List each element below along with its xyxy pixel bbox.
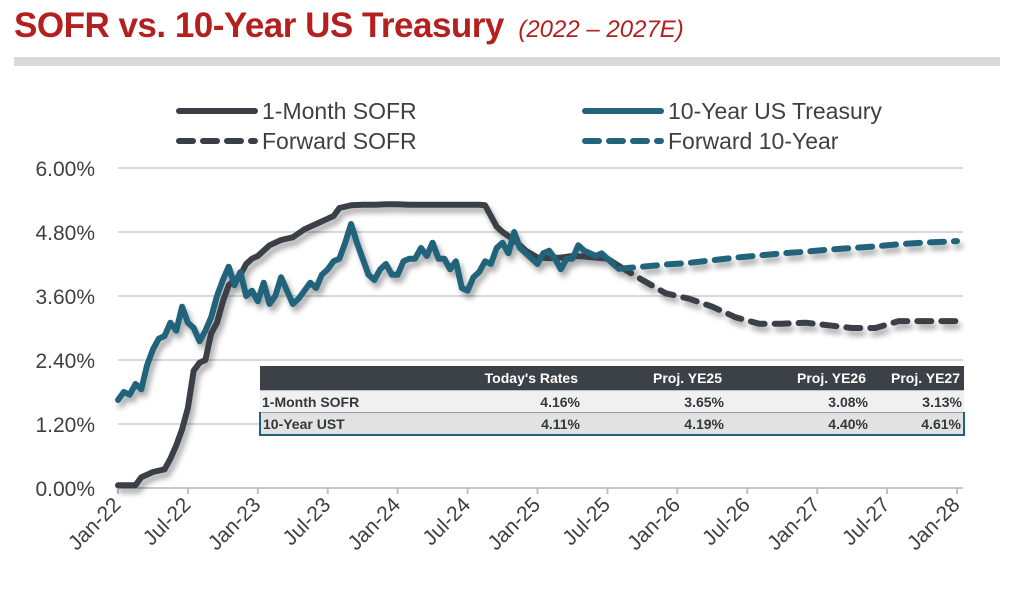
y-tick-label: 3.60%: [35, 286, 95, 309]
y-tick-label: 2.40%: [35, 350, 95, 373]
x-axis: Jan-22 Jul-22 Jan-23 Jul-23 Jan-24 Jul-24 Jan-…: [64, 487, 965, 555]
y-tick-label: 4.80%: [35, 222, 95, 245]
row-label: 10-Year UST: [259, 412, 444, 436]
series-group: [115, 201, 960, 489]
cell-value: 3.65%: [582, 390, 726, 413]
table-row: 10-Year UST 4.11% 4.19% 4.40% 4.61%: [259, 412, 965, 436]
x-tick-label: Jan-22: [64, 493, 126, 555]
series-line-1-month-sofr: [115, 201, 623, 489]
legend: 1-Month SOFR Forward SOFR 10-Year US Tre…: [176, 98, 882, 154]
x-tick-label: Jul-22: [139, 493, 196, 550]
cell-value: 4.19%: [582, 412, 726, 436]
title-divider: [14, 57, 1000, 66]
x-tick-label: Jul-27: [838, 493, 895, 550]
x-tick-label: Jul-24: [418, 493, 475, 550]
row-label: 1-Month SOFR: [260, 390, 444, 413]
y-tick-label: 0.00%: [35, 478, 95, 501]
legend-label-treasury: 10-Year US Treasury: [668, 98, 882, 124]
cell-value: 4.61%: [870, 412, 965, 436]
legend-label-forward-treasury: Forward 10-Year: [668, 128, 839, 154]
series-line-10-year-us-treasury: [115, 221, 623, 403]
rates-table: Today's Rates Proj. YE25 Proj. YE26 Proj…: [259, 366, 965, 436]
cell-value: 3.08%: [726, 390, 870, 413]
legend-label-sofr: 1-Month SOFR: [262, 98, 417, 124]
rates-table-header-cell: Today's Rates: [444, 366, 582, 391]
rates-table-header-cell: Proj. YE25: [582, 366, 726, 391]
rates-table-header-cell: Proj. YE27: [870, 366, 964, 391]
cell-value: 4.40%: [726, 412, 870, 436]
x-tick-label: Jan-28: [903, 493, 965, 555]
table-row: 1-Month SOFR 4.16% 3.65% 3.08% 3.13%: [260, 390, 964, 413]
cell-value: 4.11%: [444, 412, 582, 436]
chart-title-main: SOFR vs. 10-Year US Treasury: [14, 6, 504, 45]
x-tick-label: Jan-26: [623, 493, 685, 555]
chart-title-subtitle: (2022 – 2027E): [518, 16, 684, 43]
rates-table-header-cell: [260, 366, 444, 391]
y-axis: 0.00% 1.20% 2.40% 3.60% 4.80% 6.00%: [35, 158, 95, 501]
x-tick-label: Jan-27: [763, 493, 825, 555]
rates-table-header: Today's Rates Proj. YE25 Proj. YE26 Proj…: [260, 366, 964, 391]
x-tick-label: Jul-23: [279, 493, 336, 550]
series-line-forward-10-year: [616, 238, 960, 272]
x-tick-label: Jan-25: [483, 493, 545, 555]
series-line-forward-sofr: [616, 263, 960, 331]
y-tick-label: 6.00%: [35, 158, 95, 181]
rates-table-header-cell: Proj. YE26: [726, 366, 870, 391]
legend-label-forward-sofr: Forward SOFR: [262, 128, 417, 154]
chart-title: SOFR vs. 10-Year US Treasury (2022 – 202…: [14, 6, 684, 46]
x-tick-label: Jan-24: [344, 493, 406, 555]
cell-value: 4.16%: [444, 390, 582, 413]
x-tick-label: Jan-23: [204, 493, 266, 555]
y-tick-label: 1.20%: [35, 414, 95, 437]
x-tick-label: Jul-25: [558, 493, 615, 550]
cell-value: 3.13%: [870, 390, 964, 413]
x-tick-label: Jul-26: [698, 493, 755, 550]
